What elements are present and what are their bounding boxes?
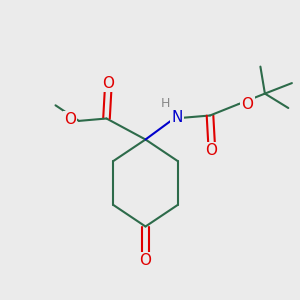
Text: N: N xyxy=(171,110,183,124)
Text: O: O xyxy=(102,76,114,91)
Text: O: O xyxy=(64,112,76,127)
Text: H: H xyxy=(161,97,170,110)
Text: O: O xyxy=(206,143,218,158)
Text: O: O xyxy=(140,253,152,268)
Text: O: O xyxy=(242,97,254,112)
